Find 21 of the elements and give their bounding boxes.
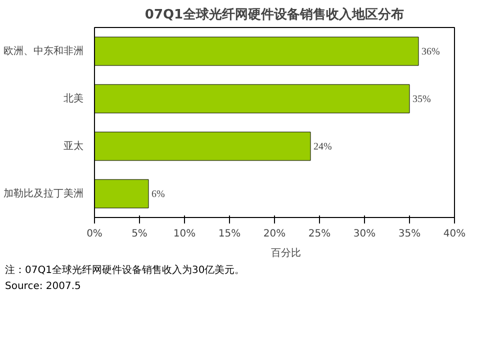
text: 百分比 [271,246,301,260]
chart-title: 07Q1全球光纤网硬件设备销售收入地区分布 [144,6,404,22]
data-label: 6% [152,188,165,200]
x-tick-label: 30% [353,228,376,240]
text: 注：07Q1全球光纤网硬件设备销售收入为30亿美元。 [5,264,245,278]
y-tick-label: 北美 [64,92,84,104]
data-label: 36% [422,46,440,58]
x-tick-label: 25% [308,228,331,240]
data-label: 24% [314,141,332,152]
y-tick-label: 亚太 [64,140,84,152]
data-label: 35% [412,94,431,105]
x-tick-label: 40% [443,228,466,240]
x-tick-label: 35% [398,228,421,240]
x-tick-label: 20% [263,228,286,240]
x-tick-label: 0% [86,228,102,240]
x-tick-label: 10% [173,228,196,240]
source-note: Source: 2007.5 [5,280,81,294]
x-tick-label: 5% [132,228,148,240]
x-tick-label: 15% [218,228,241,240]
y-tick-label: 加勒比及拉丁美洲 [4,187,84,200]
y-tick-label: 欧洲、中东和非洲 [4,44,84,57]
